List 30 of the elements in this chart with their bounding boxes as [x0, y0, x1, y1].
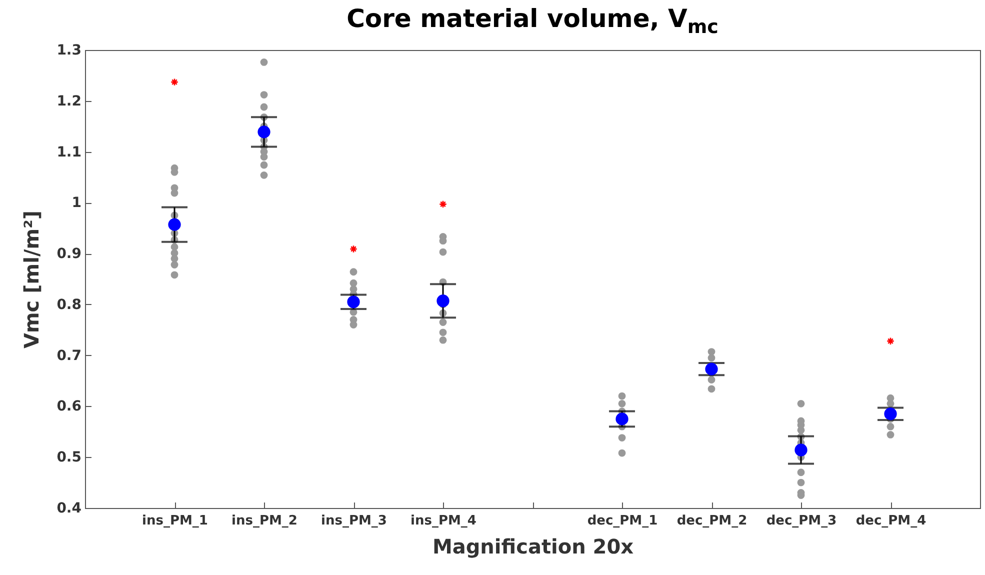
y-tick-label: 0.4	[56, 500, 82, 516]
x-tick-label: dec_PM_3	[766, 514, 837, 528]
x-tick-label: ins_PM_4	[410, 514, 476, 528]
y-tick-label: 0.9	[56, 246, 82, 262]
y-tick-label: 0.8	[56, 296, 82, 313]
y-tick-label: 1.1	[56, 144, 82, 160]
y-tick-label: 1.2	[56, 93, 82, 110]
x-tick-label: dec_PM_4	[856, 514, 926, 528]
point	[168, 218, 181, 231]
point	[616, 412, 628, 426]
point	[794, 444, 808, 456]
chart-title: Core material volume, V$_{mc}$	[346, 4, 720, 38]
y-axis-title: Vmc [ml/m²]	[20, 210, 44, 349]
y-tick-label: 0.5	[56, 450, 82, 466]
point	[258, 126, 270, 138]
x-axis-title: Magnification 20x	[432, 534, 634, 558]
point	[347, 296, 360, 308]
x-tick-label: ins_PM_3	[321, 514, 387, 528]
y-tick-label: 1	[72, 195, 82, 212]
point	[705, 362, 718, 376]
x-tick-label: ins_PM_2	[232, 514, 298, 528]
x-tick-label: dec_PM_2	[676, 514, 748, 528]
point	[884, 408, 897, 420]
point	[170, 78, 179, 86]
x-tick-label: ins_PM_1	[142, 514, 208, 528]
y-tick-label: 0.6	[56, 398, 82, 415]
y-tick-label: 0.7	[56, 348, 82, 364]
y-tick-label: 1.3	[56, 42, 82, 58]
point	[436, 294, 450, 308]
x-tick-label: dec_PM_1	[587, 514, 658, 528]
